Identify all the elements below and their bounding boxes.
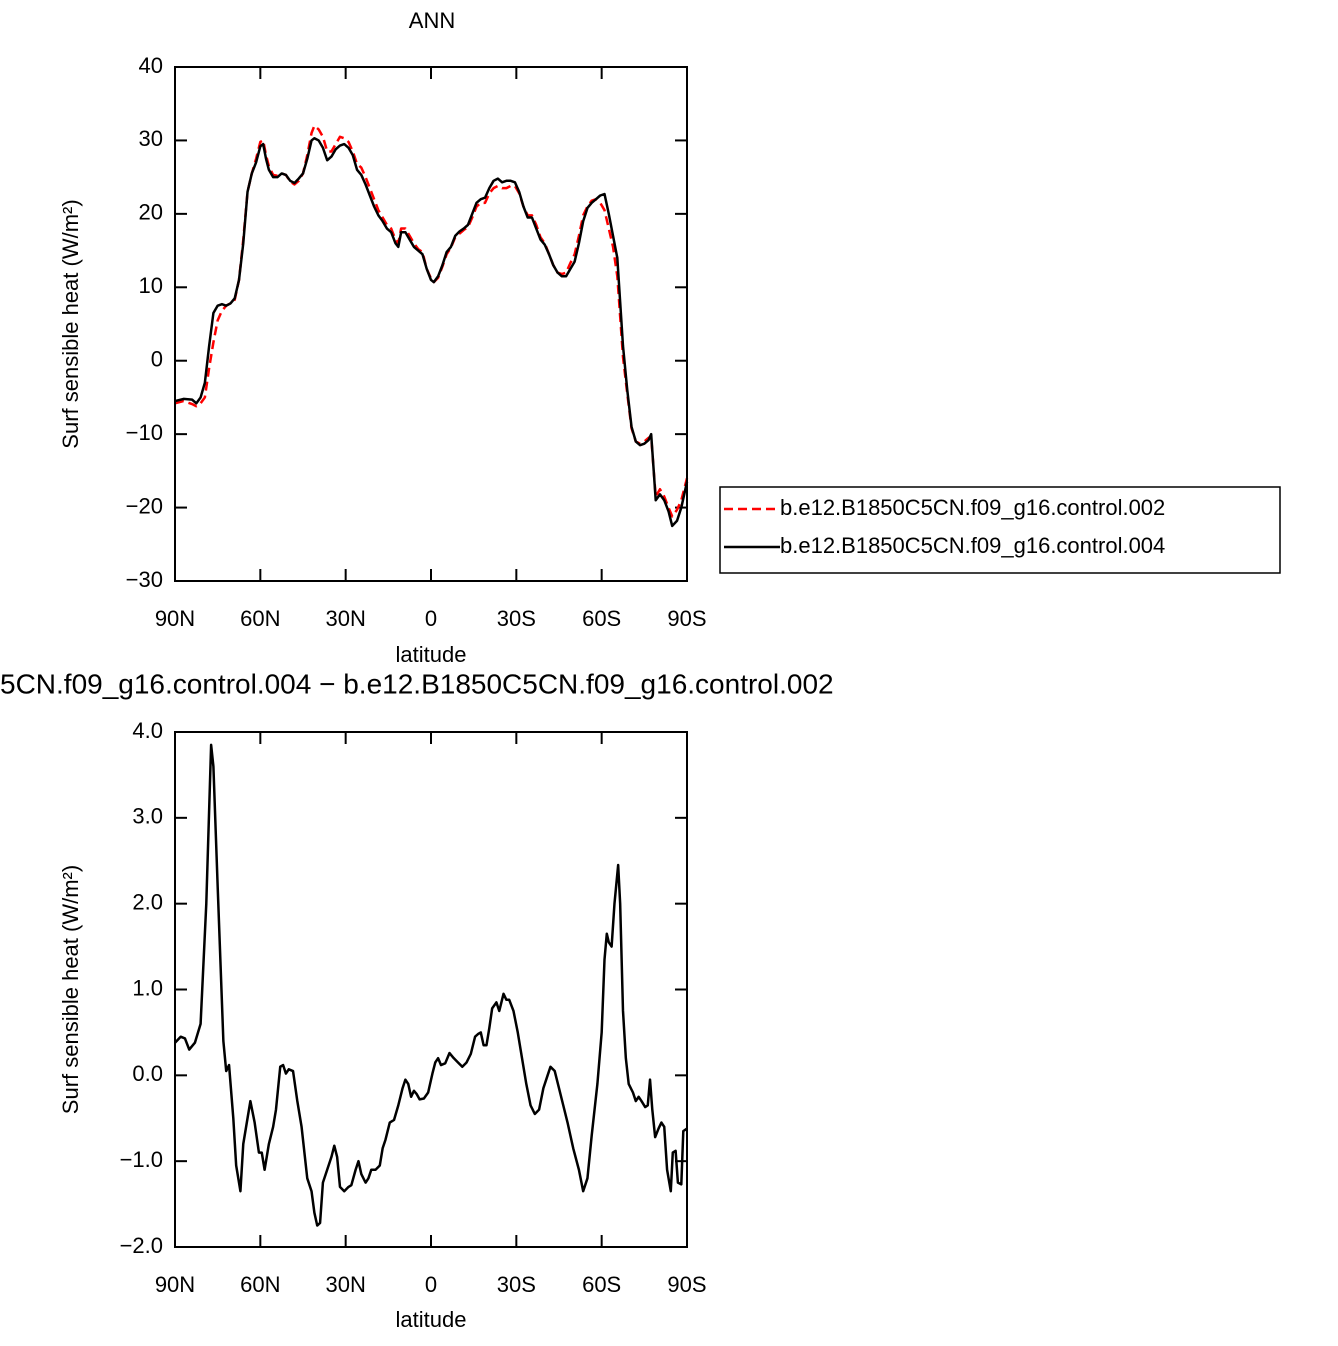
y-tick-label: 3.0	[132, 804, 163, 829]
x-axis-label: latitude	[396, 642, 467, 667]
y-tick-label: 2.0	[132, 889, 163, 914]
x-tick-label: 90N	[155, 606, 195, 631]
x-tick-label: 60N	[240, 1272, 280, 1297]
x-tick-label: 30N	[325, 1272, 365, 1297]
y-tick-label: −30	[126, 567, 163, 592]
y-tick-label: 0	[151, 347, 163, 372]
y-tick-label: −1.0	[120, 1147, 163, 1172]
y-tick-label: 20	[139, 200, 163, 225]
y-tick-label: 10	[139, 273, 163, 298]
y-tick-label: 0.0	[132, 1061, 163, 1086]
x-tick-label: 30N	[325, 606, 365, 631]
y-tick-label: 40	[139, 53, 163, 78]
x-tick-label: 90S	[667, 606, 706, 631]
x-tick-label: 60S	[582, 1272, 621, 1297]
x-tick-label: 0	[425, 1272, 437, 1297]
series-line	[174, 136, 689, 528]
y-tick-label: 1.0	[132, 975, 163, 1000]
plot-frame	[174, 731, 688, 1248]
y-tick-label: 30	[139, 126, 163, 151]
y-tick-label: 4.0	[132, 718, 163, 743]
y-axis-label: Surf sensible heat (W/m²)	[58, 865, 83, 1114]
x-tick-label: 60S	[582, 606, 621, 631]
series-line	[174, 124, 689, 518]
y-tick-label: −2.0	[120, 1233, 163, 1258]
x-tick-label: 60N	[240, 606, 280, 631]
x-tick-label: 0	[425, 606, 437, 631]
x-tick-label: 30S	[497, 1272, 536, 1297]
x-tick-label: 30S	[497, 606, 536, 631]
legend-label: b.e12.B1850C5CN.f09_g16.control.002	[780, 495, 1165, 520]
chart-title: 5CN.f09_g16.control.004 − b.e12.B1850C5C…	[0, 668, 834, 699]
y-tick-label: −10	[126, 420, 163, 445]
y-axis-label: Surf sensible heat (W/m²)	[58, 199, 83, 448]
series-line	[174, 743, 688, 1227]
x-tick-label: 90N	[155, 1272, 195, 1297]
x-axis-label: latitude	[396, 1307, 467, 1332]
legend-label: b.e12.B1850C5CN.f09_g16.control.004	[780, 533, 1165, 558]
legend-box	[719, 486, 1281, 574]
y-tick-label: −20	[126, 493, 163, 518]
x-tick-label: 90S	[667, 1272, 706, 1297]
chart-title: ANN	[409, 8, 455, 33]
plot-frame	[174, 66, 688, 582]
